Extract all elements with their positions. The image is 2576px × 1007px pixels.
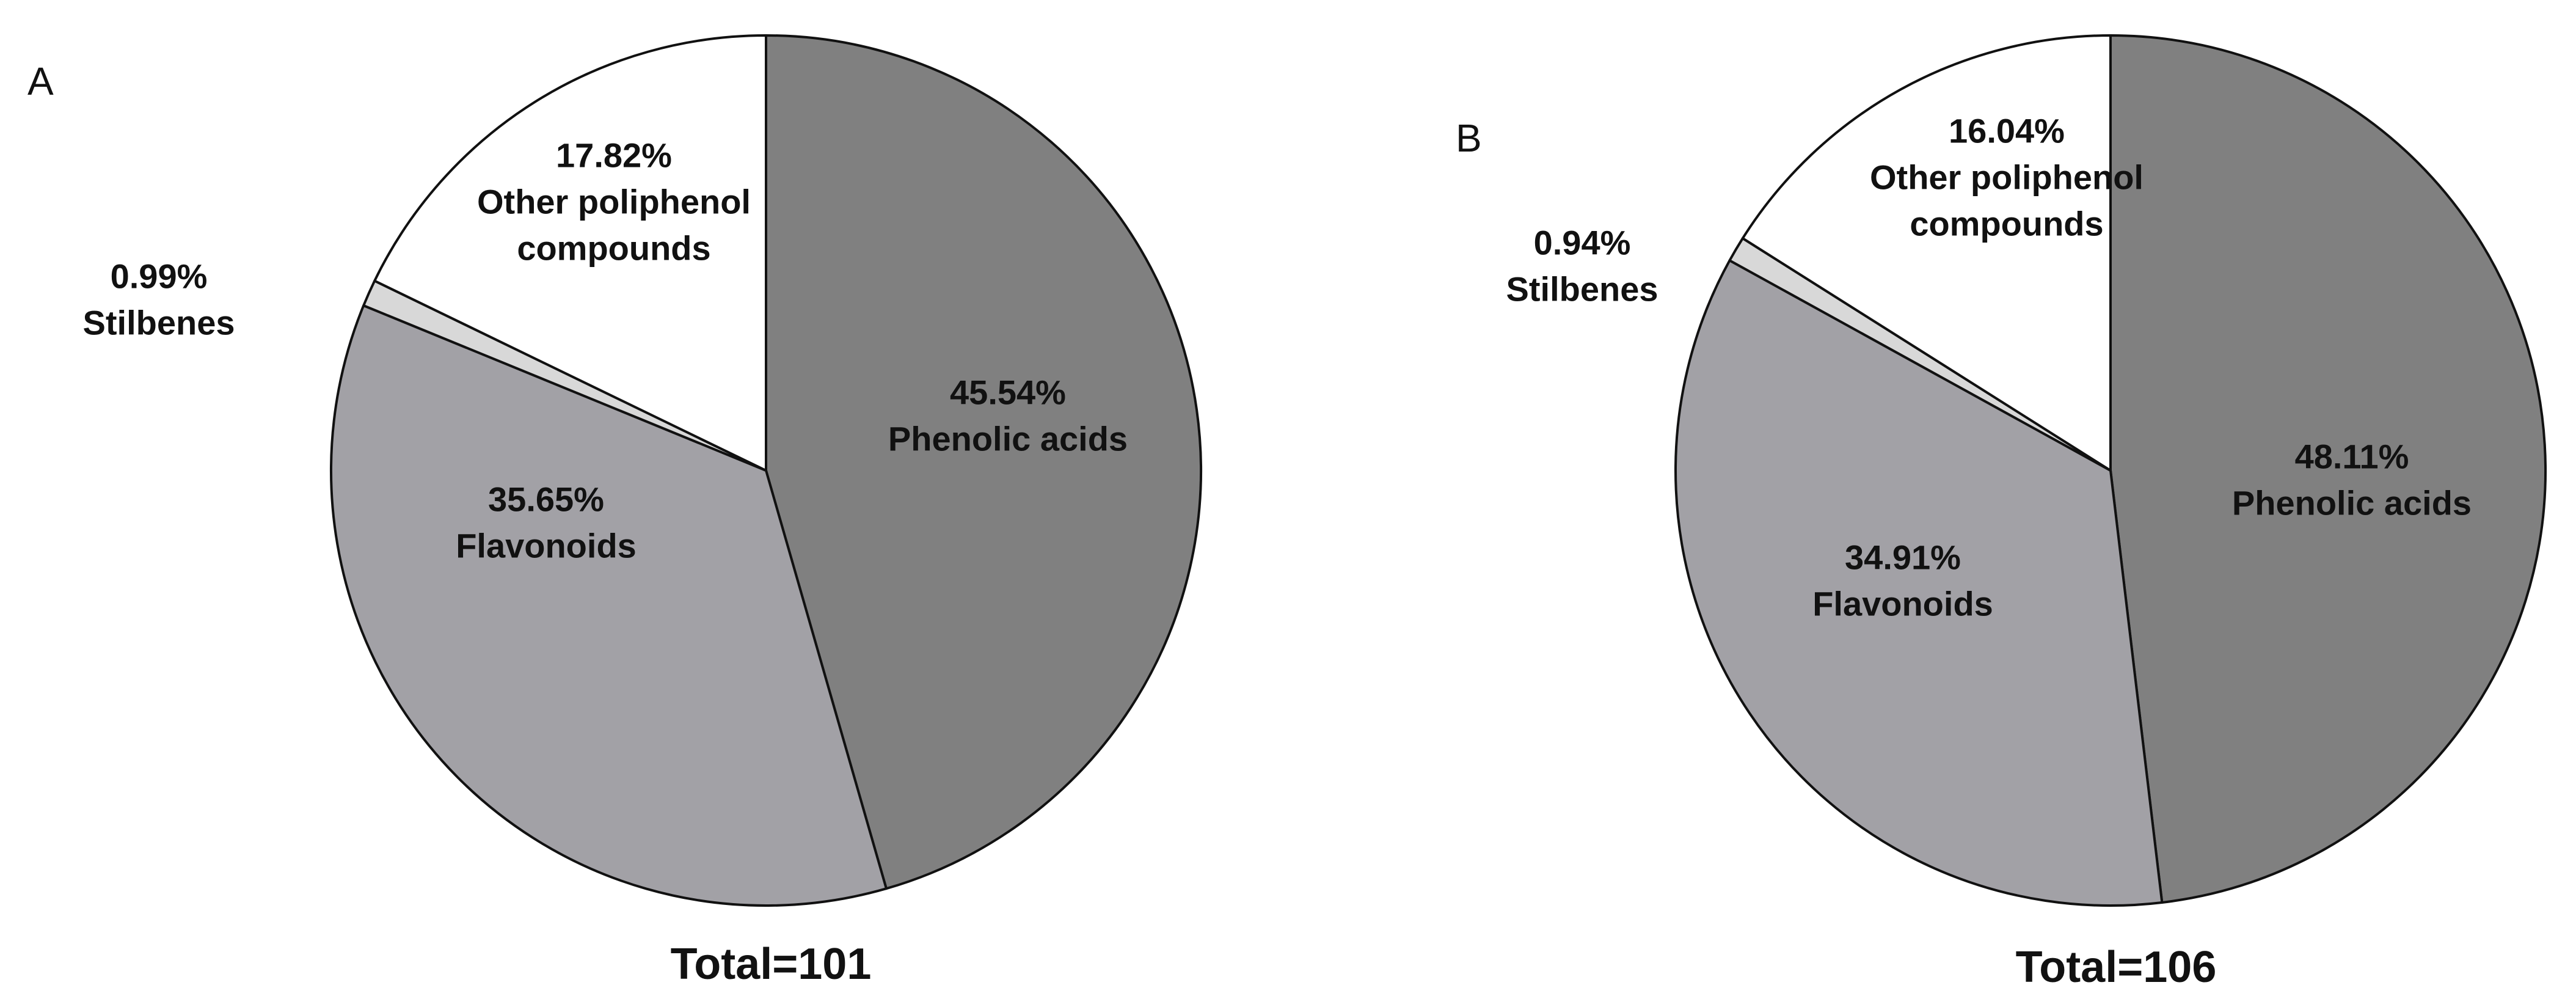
pie-slice-other-poliphenol-compounds [1741, 34, 2112, 472]
panel-label-b: B [1456, 116, 1482, 160]
panel-label-a: A [27, 59, 54, 103]
pie-a-labels: 45.54% Phenolic acids 35.65% Flavonoids 0.99… [83, 136, 1128, 565]
pie-slice-other-poliphenol-compounds [373, 34, 767, 472]
slice-value-label-flavonoids: 35.65% [488, 480, 604, 519]
slice-category-label-other-poliphenol-compounds: compounds [517, 229, 710, 268]
slice-category-label-other-poliphenol-compounds: compounds [1910, 205, 2103, 243]
pie-b-labels: 48.11% Phenolic acids 34.91% Flavonoids 0.94… [1506, 112, 2472, 623]
pie-b-slices [1674, 34, 2547, 907]
slice-category-label-flavonoids: Flavonoids [1812, 585, 1993, 623]
slice-value-label-flavonoids: 34.91% [1845, 538, 1961, 577]
slice-category-label-phenolic-acids: Phenolic acids [2232, 484, 2472, 522]
slice-value-label-phenolic-acids: 48.11% [2295, 438, 2409, 476]
slice-category-label-other-poliphenol-compounds: Other poliphenol [477, 183, 751, 221]
pie-slice-flavonoids [330, 304, 888, 907]
pie-chart-a: A 45.54% Phenolic acids 35.65% Flavonoids 0.… [27, 34, 1202, 989]
slice-category-label-flavonoids: Flavonoids [456, 527, 637, 565]
slice-value-label-other-poliphenol-compounds: 17.82% [556, 136, 672, 175]
pie-chart-b: B 48.11% Phenolic acids 34.91% Flavonoids 0.… [1456, 34, 2547, 992]
slice-category-label-other-poliphenol-compounds: Other poliphenol [1870, 158, 2144, 197]
slice-value-label-other-poliphenol-compounds: 16.04% [1949, 112, 2065, 150]
slice-value-label-phenolic-acids: 45.54% [950, 373, 1066, 412]
slice-value-label-stilbenes: 0.99% [111, 257, 208, 296]
total-label-b: Total=106 [2016, 943, 2217, 992]
pie-a-slices [330, 34, 1202, 907]
pie-slice-phenolic-acids [765, 34, 1202, 890]
pie-slice-phenolic-acids [2109, 34, 2547, 904]
slice-value-label-stilbenes: 0.94% [1534, 224, 1631, 262]
slice-category-label-stilbenes: Stilbenes [83, 304, 235, 342]
total-label-a: Total=101 [671, 940, 872, 989]
slice-category-label-stilbenes: Stilbenes [1506, 270, 1658, 309]
pie-slice-flavonoids [1674, 259, 2164, 907]
slice-category-label-phenolic-acids: Phenolic acids [888, 420, 1128, 458]
